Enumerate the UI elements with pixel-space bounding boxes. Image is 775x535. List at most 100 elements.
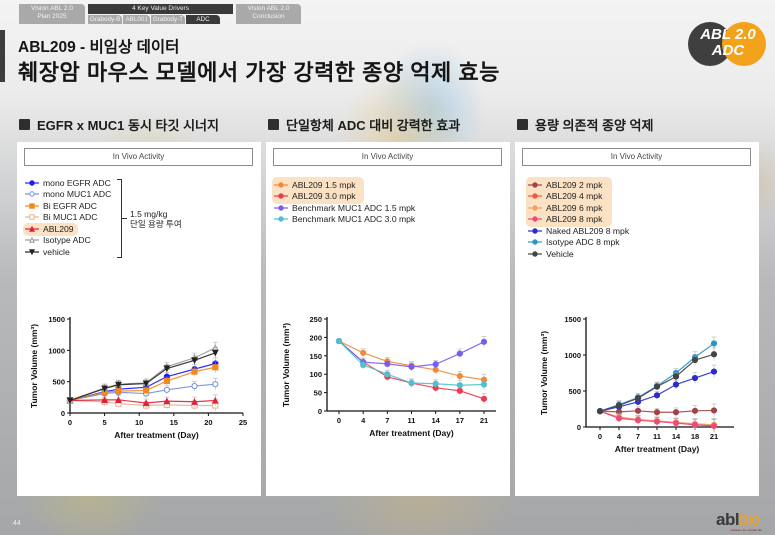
x-tick-label: 17 [456, 416, 464, 425]
nav-tab-grabody-t[interactable]: Grabody-T [150, 15, 185, 24]
legend-swatch-icon [528, 216, 542, 222]
legend-item-abl209-2-mpk: ABL209 2 mpk [528, 179, 629, 191]
data-point [115, 396, 122, 403]
legend-label: ABL209 3.0 mpk [292, 191, 356, 202]
x-tick-label: 0 [68, 418, 72, 427]
legend-label: ABL209 4 mpk [546, 191, 603, 202]
data-point [432, 380, 439, 387]
panel-single-adc-comparison: In Vivo Activity ABL209 1.5 mpk ABL209 3.… [266, 142, 510, 496]
x-axis-label: After treatment (Day) [114, 430, 199, 440]
panel-title: In Vivo Activity [273, 148, 502, 166]
nav-plan-line1: Vision ABL 2.0 [31, 5, 73, 12]
legend-label: Benchmark MUC1 ADC 1.5 mpk [292, 202, 416, 213]
nav-tab-adc[interactable]: ADC [185, 15, 220, 24]
data-point [653, 383, 661, 390]
x-tick-label: 7 [385, 416, 389, 425]
data-point [480, 395, 488, 402]
legend-highlight [23, 223, 78, 236]
page-title: 췌장암 마우스 모델에서 가장 강력한 종양 억제 효능 [18, 60, 500, 85]
data-point [634, 395, 642, 402]
y-axis-label: Tumor Volume (mm³) [29, 324, 39, 408]
data-point [672, 373, 680, 380]
legend-label: Isotype ADC [43, 235, 91, 246]
legend-swatch-icon [25, 249, 39, 256]
data-point [691, 407, 699, 414]
legend-item-benchmark-muc1-adc-3-0-mpk: Benchmark MUC1 ADC 3.0 mpk [274, 214, 415, 226]
x-tick-label: 11 [653, 432, 661, 441]
x-tick-label: 0 [337, 416, 341, 425]
data-point [101, 385, 109, 393]
data-point [710, 407, 718, 414]
series-benchmark-muc1-adc-3-0-mpk [335, 337, 488, 391]
y-tick-label: 1500 [564, 315, 581, 324]
y-tick-label: 1500 [48, 315, 65, 324]
data-point [101, 396, 109, 403]
page-number: 44 [13, 520, 21, 527]
data-point [212, 364, 219, 371]
data-point [408, 363, 415, 370]
data-point [191, 368, 198, 375]
square-bullet-icon [19, 119, 30, 130]
x-axis-label: After treatment (Day) [369, 428, 454, 438]
legend-swatch-icon [528, 205, 542, 211]
data-point [384, 371, 391, 378]
data-point [615, 402, 623, 409]
x-tick-label: 5 [103, 418, 107, 427]
legend-item-vehicle: Vehicle [528, 248, 629, 260]
data-point [634, 407, 642, 414]
x-axis-label: After treatment (Day) [615, 444, 700, 454]
data-point [456, 382, 463, 389]
legend-label: ABL209 8 mpk [546, 214, 603, 225]
legend-label: Naked ABL209 8 mpk [546, 225, 630, 236]
y-tick-label: 250 [309, 315, 322, 324]
data-point [672, 409, 680, 416]
legend-label: ABL209 6 mpk [546, 202, 603, 213]
data-point [480, 338, 488, 345]
nav-conclusion[interactable]: Vision ABL 2.0 Conclusion [236, 4, 301, 24]
nav-tab-grabody-b[interactable]: Grabody-B [88, 15, 123, 24]
x-tick-label: 0 [598, 432, 602, 441]
data-point [456, 372, 463, 380]
panel-dose-dependent: In Vivo Activity ABL209 2 mpk ABL209 4 mp… [515, 142, 759, 496]
data-point [163, 386, 170, 393]
legend-swatch-icon [528, 228, 542, 234]
y-tick-label: 1000 [48, 346, 65, 355]
legend-item-vehicle: vehicle [25, 246, 111, 258]
series-abl209-1-5-mpk [335, 337, 488, 386]
series-isotype-adc-8-mpk [596, 336, 718, 415]
data-point [211, 349, 219, 357]
section-heading-2: 단일항체 ADC 대비 강력한 효과 [268, 115, 460, 134]
data-point [691, 356, 699, 364]
data-point [360, 361, 367, 369]
data-point [360, 349, 367, 356]
data-point [163, 397, 171, 405]
legend-item-benchmark-muc1-adc-1-5-mpk: Benchmark MUC1 ADC 1.5 mpk [274, 202, 415, 214]
legend-item-abl209: ABL209 [25, 223, 111, 235]
y-tick-label: 0 [61, 409, 65, 418]
legend-swatch-icon [274, 216, 288, 222]
x-tick-label: 11 [408, 416, 416, 425]
legend-item-abl209-4-mpk: ABL209 4 mpk [528, 191, 629, 203]
data-point [191, 357, 198, 365]
y-axis-label: Tumor Volume (mm³) [281, 323, 291, 407]
series-vehicle [596, 347, 718, 415]
data-point [163, 365, 171, 373]
data-point [143, 387, 150, 394]
data-point [115, 387, 122, 395]
y-tick-label: 1000 [564, 351, 581, 360]
nav-group-title[interactable]: 4 Key Value Drivers [88, 4, 233, 14]
legend-item-abl209-1-5-mpk: ABL209 1.5 mpk [274, 179, 415, 191]
legend-item-isotype-adc: Isotype ADC [25, 235, 111, 247]
nav-tab-abl001[interactable]: ABL001 [123, 15, 150, 24]
chart-legend: ABL209 1.5 mpk ABL209 3.0 mpk Benchmark MU… [274, 179, 415, 225]
nav-plan-2025[interactable]: Vision ABL 2.0 Plan 2025 [19, 4, 85, 24]
legend-item-isotype-adc-8-mpk: Isotype ADC 8 mpk [528, 237, 629, 249]
data-point [653, 409, 661, 416]
data-point [211, 396, 219, 404]
nav-conclusion-line1: Vision ABL 2.0 [247, 5, 290, 12]
nav-conclusion-line2: Conclusion [252, 13, 285, 20]
y-tick-label: 100 [309, 370, 322, 379]
badge-line1: ABL 2.0 [700, 26, 756, 43]
legend-highlight [272, 177, 364, 204]
legend-bracket [117, 179, 122, 258]
